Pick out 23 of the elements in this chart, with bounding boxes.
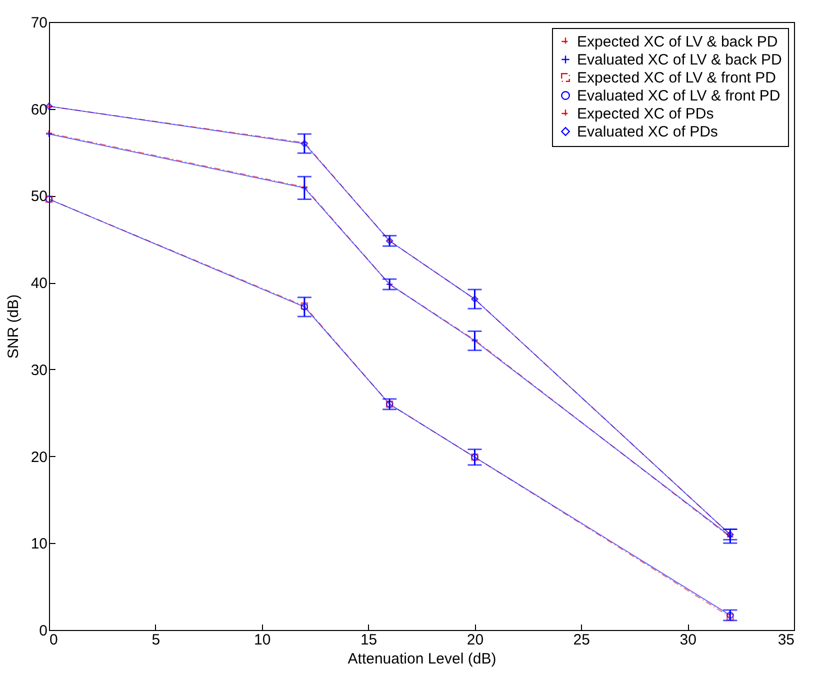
y-tick-label: 10 — [30, 536, 48, 553]
x-tick-label: 10 — [254, 632, 271, 648]
y-axis-title: SNR (dB) — [4, 294, 22, 359]
legend-label: Expected XC of PDs — [577, 106, 714, 122]
x-tick-label: 5 — [152, 632, 160, 648]
y-tick-label: 30 — [30, 362, 48, 379]
x-tick-label: 0 — [50, 632, 58, 648]
legend-label: Expected XC of LV & front PD — [577, 70, 776, 86]
x-tick-label: 35 — [778, 632, 794, 648]
legend-label: Expected XC of LV & back PD — [577, 34, 778, 50]
x-tick-label: 25 — [573, 632, 590, 648]
x-axis-title: Attenuation Level (dB) — [348, 650, 496, 668]
x-tick-label: 20 — [466, 632, 484, 648]
y-tick-label: 60 — [30, 101, 48, 118]
legend-label: Evaluated XC of LV & back PD — [577, 52, 782, 68]
x-tick-label: 15 — [360, 632, 378, 648]
x-tick-label: 30 — [680, 632, 696, 648]
y-tick-label: 40 — [30, 275, 48, 292]
y-tick-label: 20 — [30, 448, 48, 466]
y-tick-label: 50 — [30, 188, 48, 206]
y-tick-label: 70 — [30, 14, 48, 32]
legend-label: Evaluated XC of LV & front PD — [577, 88, 780, 104]
legend-label: Evaluated XC of PDs — [577, 124, 718, 140]
